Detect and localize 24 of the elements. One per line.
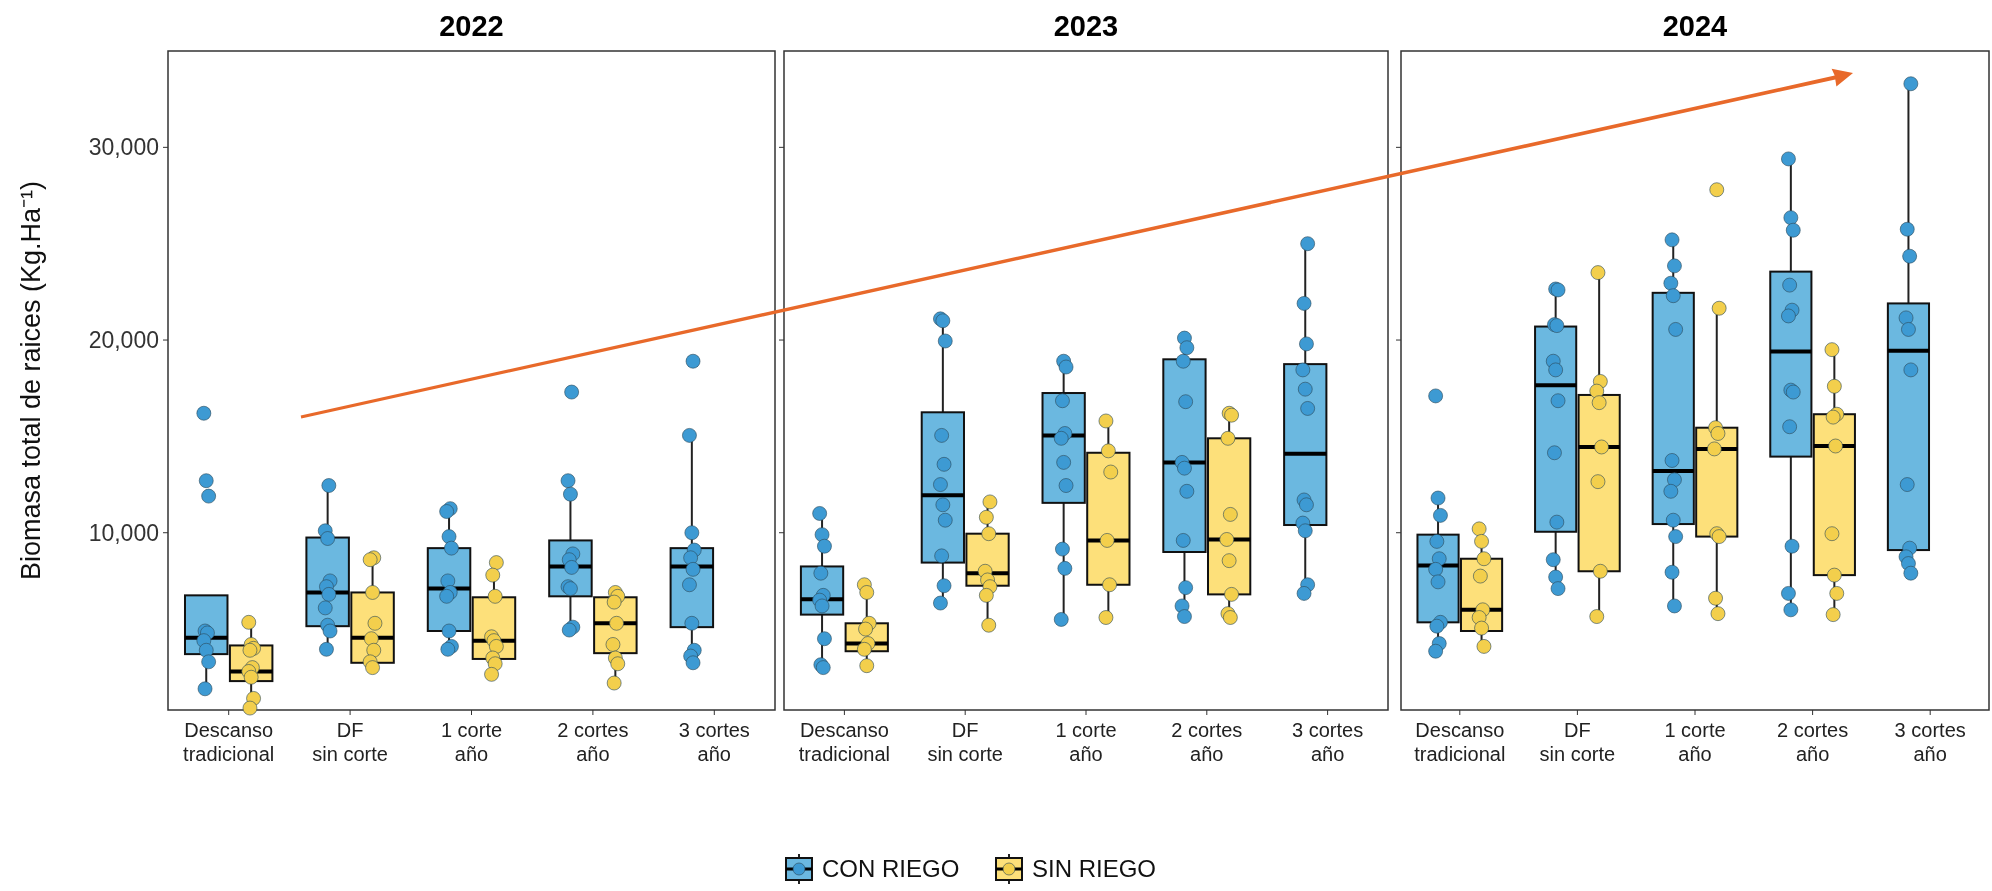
x-tick-label: 2 cortes año: [1777, 719, 1849, 765]
x-tick-label: Descanso tradicional: [1414, 719, 1506, 765]
chart-title: 2023: [1053, 10, 1119, 42]
x-tick-label: 1 corte año: [1055, 719, 1117, 765]
x-tick-label: 3 cortes año: [1894, 719, 1966, 765]
x-tick-label: DF sin corte: [927, 719, 1003, 765]
chart-title: 2022: [439, 10, 504, 42]
chart-title: 2024: [1662, 10, 1728, 42]
y-axis-title: Biomasa total de raices (Kg.Ha⁻¹): [16, 180, 46, 581]
x-tick-label: DF sin corte: [312, 719, 388, 765]
x-tick-label: 3 cortes año: [1292, 719, 1364, 765]
y-tick-label: 20,000: [88, 327, 159, 354]
x-tick-label: 3 cortes año: [678, 719, 750, 765]
x-tick-label: 2 cortes año: [1171, 719, 1243, 765]
x-tick-label: DF sin corte: [1539, 719, 1616, 765]
x-tick-label: 1 corte año: [440, 719, 503, 765]
y-tick-label: 10,000: [88, 519, 159, 546]
x-tick-label: 1 corte año: [1664, 719, 1726, 765]
x-tick-label: Descanso tradicional: [183, 719, 275, 765]
y-tick-label: 30,000: [88, 134, 159, 161]
x-tick-label: 2 cortes año: [557, 719, 629, 765]
legend-label: CON RIEGO: [822, 855, 960, 883]
legend-label: SIN RIEGO: [1032, 855, 1157, 883]
x-tick-label: Descanso tradicional: [798, 719, 890, 765]
